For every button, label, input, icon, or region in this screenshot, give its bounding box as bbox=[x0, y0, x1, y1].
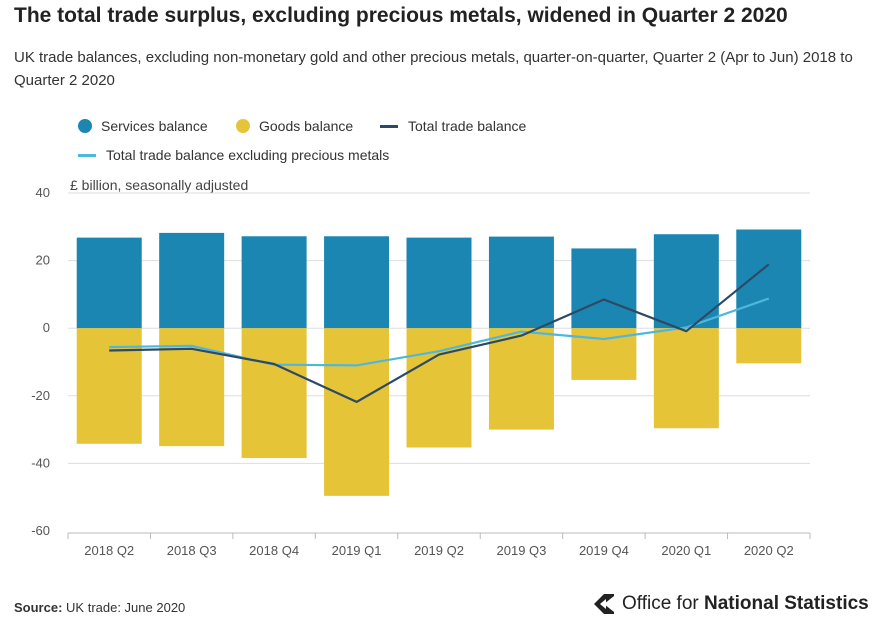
ons-logo-text-bold: National Statistics bbox=[704, 593, 869, 614]
legend-services-marker bbox=[78, 119, 92, 133]
chart-subtitle: UK trade balances, excluding non-monetar… bbox=[14, 49, 853, 89]
legend-total-marker bbox=[380, 124, 398, 128]
x-tick-label: 2020 Q2 bbox=[744, 543, 794, 558]
x-tick-label: 2018 Q3 bbox=[167, 543, 217, 558]
y-tick-label: 0 bbox=[43, 320, 50, 335]
x-tick-label: 2018 Q4 bbox=[249, 543, 299, 558]
ons-logo-text-regular: Office for bbox=[622, 593, 705, 614]
goods-bar bbox=[736, 328, 802, 364]
legend-services[interactable]: Services balance bbox=[78, 118, 208, 134]
legend-goods[interactable]: Goods balance bbox=[236, 118, 353, 134]
x-tick-label: 2019 Q4 bbox=[579, 543, 629, 558]
legend-services-label: Services balance bbox=[101, 118, 208, 134]
y-tick-label: -20 bbox=[31, 388, 50, 403]
services-bar bbox=[406, 237, 472, 329]
services-bar bbox=[76, 237, 142, 329]
goods-bar bbox=[324, 328, 390, 496]
goods-bar bbox=[406, 328, 472, 448]
x-tick-label: 2019 Q3 bbox=[497, 543, 547, 558]
ons-logo-icon bbox=[594, 594, 614, 614]
source-note: Source: UK trade: June 2020 bbox=[14, 600, 185, 615]
y-tick-label: 20 bbox=[36, 253, 50, 268]
x-tick-label: 2020 Q1 bbox=[661, 543, 711, 558]
legend-total-excl-label: Total trade balance excluding precious m… bbox=[106, 147, 390, 163]
y-tick-label: -40 bbox=[31, 455, 50, 470]
legend-total[interactable]: Total trade balance bbox=[380, 118, 526, 134]
goods-bar bbox=[241, 328, 307, 458]
trade-balance-chart: 40 20 0 -20 -40 -60 2018 Q2 2018 Q3 2018 Q4 2019 … bbox=[31, 185, 811, 558]
total-trade-balance-line bbox=[109, 263, 770, 403]
source-text: UK trade: June 2020 bbox=[66, 600, 186, 615]
legend-total-excl-marker bbox=[78, 153, 96, 157]
legend-total-label: Total trade balance bbox=[408, 118, 527, 134]
y-tick-label: 40 bbox=[36, 185, 50, 200]
goods-bar bbox=[488, 328, 554, 430]
services-bar bbox=[241, 236, 307, 329]
source-label: Source: bbox=[14, 600, 63, 615]
ons-logo: Office for National Statistics bbox=[592, 592, 869, 616]
total-excl-precious-line bbox=[109, 297, 770, 367]
x-tick-label: 2019 Q1 bbox=[332, 543, 382, 558]
y-tick-label: -60 bbox=[31, 523, 50, 538]
services-bar bbox=[324, 236, 390, 329]
x-tick-label: 2019 Q2 bbox=[414, 543, 464, 558]
chart-title: The total trade surplus, excluding preci… bbox=[14, 4, 788, 27]
legend-total-excl[interactable]: Total trade balance excluding precious m… bbox=[78, 147, 389, 163]
services-bar bbox=[736, 229, 802, 329]
goods-bar bbox=[653, 328, 719, 429]
services-bar bbox=[159, 232, 225, 329]
goods-bar bbox=[76, 328, 142, 444]
y-axis-unit-label: £ billion, seasonally adjusted bbox=[70, 177, 249, 193]
services-bar bbox=[571, 248, 637, 329]
legend-goods-label: Goods balance bbox=[259, 118, 354, 134]
services-bar bbox=[488, 236, 554, 329]
x-tick-label: 2018 Q2 bbox=[84, 543, 134, 558]
legend-goods-marker bbox=[236, 119, 250, 133]
